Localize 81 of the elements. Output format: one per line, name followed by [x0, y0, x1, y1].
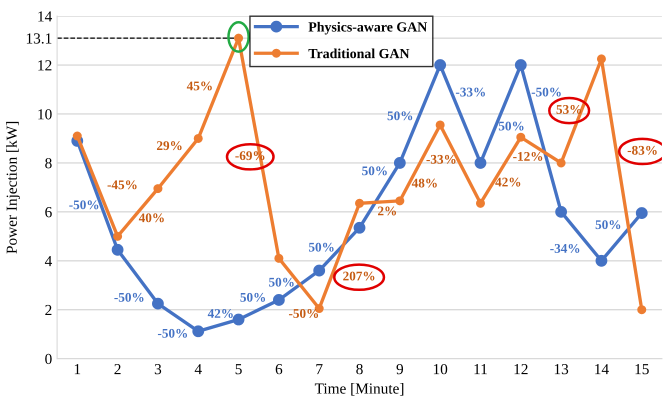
- point: [394, 157, 406, 169]
- annotation: 50%: [269, 278, 294, 287]
- x-tick-label: 8: [356, 364, 363, 374]
- x-tick-label: 1: [74, 364, 80, 374]
- annotation: -50%: [158, 328, 187, 338]
- point: [112, 244, 124, 256]
- annotation: -45%: [108, 180, 137, 190]
- annotation: -12%: [513, 152, 542, 161]
- y-tick-label: 8: [45, 158, 52, 168]
- annotation: 50%: [362, 166, 387, 176]
- point: [192, 325, 204, 338]
- annotation: -33%: [426, 154, 456, 164]
- x-tick-label: 10: [434, 364, 448, 374]
- annotation: -83%: [628, 146, 657, 155]
- annotation: 29%: [156, 141, 182, 150]
- legend-label: Physics-aware GAN: [308, 22, 428, 34]
- point: [232, 314, 244, 326]
- annotation: 50%: [498, 122, 524, 131]
- x-tick-label: 14: [595, 364, 609, 374]
- annotation: -50%: [114, 292, 144, 302]
- x-tick-label: 13: [554, 364, 568, 374]
- point: [436, 120, 445, 130]
- point: [556, 158, 566, 168]
- x-tick-label: 15: [635, 364, 649, 374]
- annotation: -50%: [532, 88, 561, 97]
- annotation: 50%: [240, 292, 266, 302]
- annotation: -50%: [69, 200, 98, 210]
- y-tick-label: 0: [45, 354, 52, 364]
- point: [476, 198, 485, 208]
- y-tick-label: 14: [38, 11, 52, 22]
- x-tick-label: 6: [276, 364, 282, 374]
- y-tick-label: 12: [38, 60, 52, 70]
- annotation: 50%: [596, 220, 620, 230]
- point: [474, 157, 486, 169]
- annotation: 2%: [378, 206, 396, 216]
- x-tick-label: 12: [514, 364, 528, 374]
- point: [153, 184, 162, 194]
- annotation: 45%: [186, 81, 212, 90]
- point: [596, 54, 606, 64]
- y-tick-label: 2: [45, 304, 52, 316]
- y-tick-label: 6: [45, 207, 52, 218]
- point: [514, 59, 527, 71]
- x-axis-title: Time [Minute]: [314, 382, 404, 396]
- point: [596, 254, 608, 267]
- y-tick-label: 13.1: [26, 33, 52, 44]
- annotation: 42%: [495, 178, 520, 187]
- annotation: 50%: [308, 242, 334, 252]
- x-tick-label: 4: [194, 364, 202, 374]
- point: [434, 59, 446, 71]
- point: [152, 298, 164, 310]
- x-tick-label: 11: [474, 364, 487, 374]
- annotation: -34%: [550, 244, 580, 253]
- point: [194, 134, 203, 143]
- annotation: 48%: [412, 178, 437, 188]
- annotation: 42%: [208, 309, 233, 318]
- point: [354, 222, 366, 234]
- point: [636, 207, 648, 219]
- point: [395, 196, 404, 206]
- annotation: -33%: [456, 88, 485, 97]
- point: [274, 254, 284, 263]
- point: [272, 294, 285, 306]
- y-axis-title: Power Injection [kW]: [6, 122, 20, 254]
- annotation: 40%: [138, 213, 164, 222]
- point: [516, 132, 526, 142]
- annotation: -50%: [288, 309, 318, 318]
- x-tick-label: 5: [236, 364, 242, 374]
- annotation: 207%: [343, 272, 374, 281]
- y-tick-label: 4: [44, 256, 52, 266]
- point: [113, 232, 122, 241]
- point: [637, 305, 646, 314]
- legend-label: Traditional GAN: [308, 48, 410, 58]
- point: [313, 264, 326, 276]
- point: [355, 198, 364, 208]
- point: [72, 132, 82, 141]
- point: [555, 206, 568, 218]
- x-tick-label: 9: [396, 364, 404, 374]
- y-tick-label: 10: [38, 109, 52, 120]
- x-tick-label: 2: [114, 364, 121, 374]
- annotation: 50%: [388, 111, 412, 120]
- x-tick-label: 7: [316, 364, 323, 374]
- x-tick-label: 3: [154, 364, 162, 374]
